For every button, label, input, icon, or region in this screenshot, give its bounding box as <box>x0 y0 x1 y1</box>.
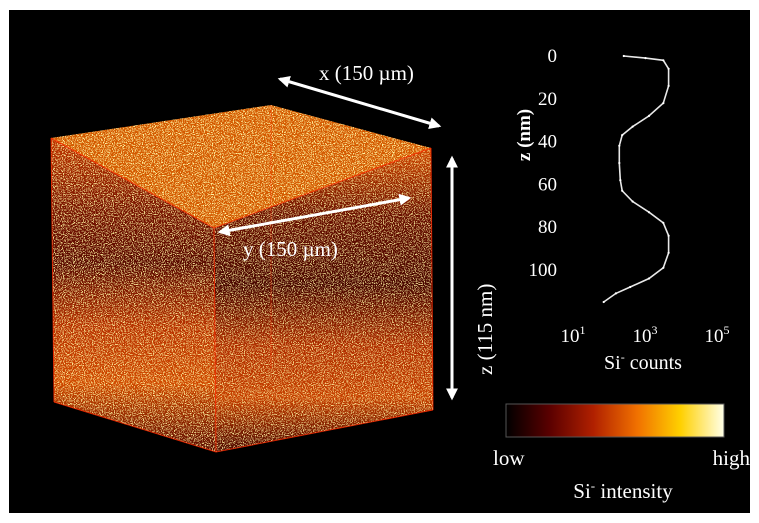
profile-data-point <box>667 67 670 70</box>
y-tick-label: 40 <box>538 132 557 153</box>
profile-data-point <box>647 114 651 117</box>
plot-area <box>564 37 722 297</box>
profile-data-point <box>614 292 618 295</box>
profile-data-point <box>662 221 665 224</box>
y-tick-label: 100 <box>529 260 558 281</box>
profile-data-point <box>662 102 665 105</box>
colorbar: low high Si- intensity <box>493 403 750 503</box>
profile-data-point <box>629 285 632 289</box>
figure-frame: x (150 µm) y (150 µm) z (115 nm) 0 20 40 60… <box>9 10 750 513</box>
profile-data-point <box>618 161 621 165</box>
x-axis-title: Si- counts <box>604 350 682 374</box>
profile-data-point <box>644 57 647 60</box>
profile-data-point <box>662 266 665 269</box>
y-axis-title: z (nm) <box>514 109 535 161</box>
cube-edges <box>50 105 434 453</box>
profile-data-point <box>667 251 670 254</box>
y-tick-label: 20 <box>538 89 557 110</box>
colorbar-title: Si- intensity <box>573 478 673 503</box>
x-tick-label: 101 <box>561 323 586 347</box>
y-tick-label: 60 <box>538 174 557 195</box>
x-tick-label: 103 <box>633 323 658 347</box>
x-dimension-label: x (150 µm) <box>319 61 414 85</box>
profile-data-point <box>622 54 625 58</box>
figure-canvas: x (150 µm) y (150 µm) z (115 nm) 0 20 40 60… <box>50 37 750 503</box>
depth-profile-chart: 0 20 40 60 80 100 101 103 105 z (nm) Si- counts <box>514 37 730 374</box>
colorbar-low-label: low <box>493 446 525 470</box>
profile-data-point <box>618 144 621 147</box>
profile-data-point <box>621 189 624 192</box>
y-tick-labels: 0 20 40 60 80 100 <box>529 46 558 281</box>
profile-data-point <box>662 59 665 62</box>
profile-data-point <box>667 234 670 237</box>
profile-data-point <box>647 277 651 280</box>
y-tick-label: 80 <box>538 217 557 238</box>
profile-data-point <box>621 134 624 137</box>
profile-data-point <box>631 125 634 128</box>
z-dimension-label: z (115 nm) <box>473 284 497 375</box>
data-cube <box>50 105 434 453</box>
profile-data-point <box>619 179 622 182</box>
profile-data-point <box>631 200 634 203</box>
x-tick-labels: 101 103 105 <box>561 323 730 347</box>
y-dimension-label: y (150 µm) <box>243 237 338 261</box>
x-tick-label: 105 <box>705 323 730 347</box>
profile-data-point <box>602 300 605 304</box>
profile-data-point <box>667 84 670 87</box>
colorbar-high-label: high <box>713 446 750 470</box>
y-dimension-arrow <box>217 193 412 237</box>
profile-data-point <box>647 211 651 214</box>
colorbar-gradient-bar <box>505 403 725 438</box>
y-tick-label: 0 <box>548 46 558 67</box>
dimension-arrows <box>217 75 458 401</box>
x-dimension-arrow <box>277 75 442 130</box>
